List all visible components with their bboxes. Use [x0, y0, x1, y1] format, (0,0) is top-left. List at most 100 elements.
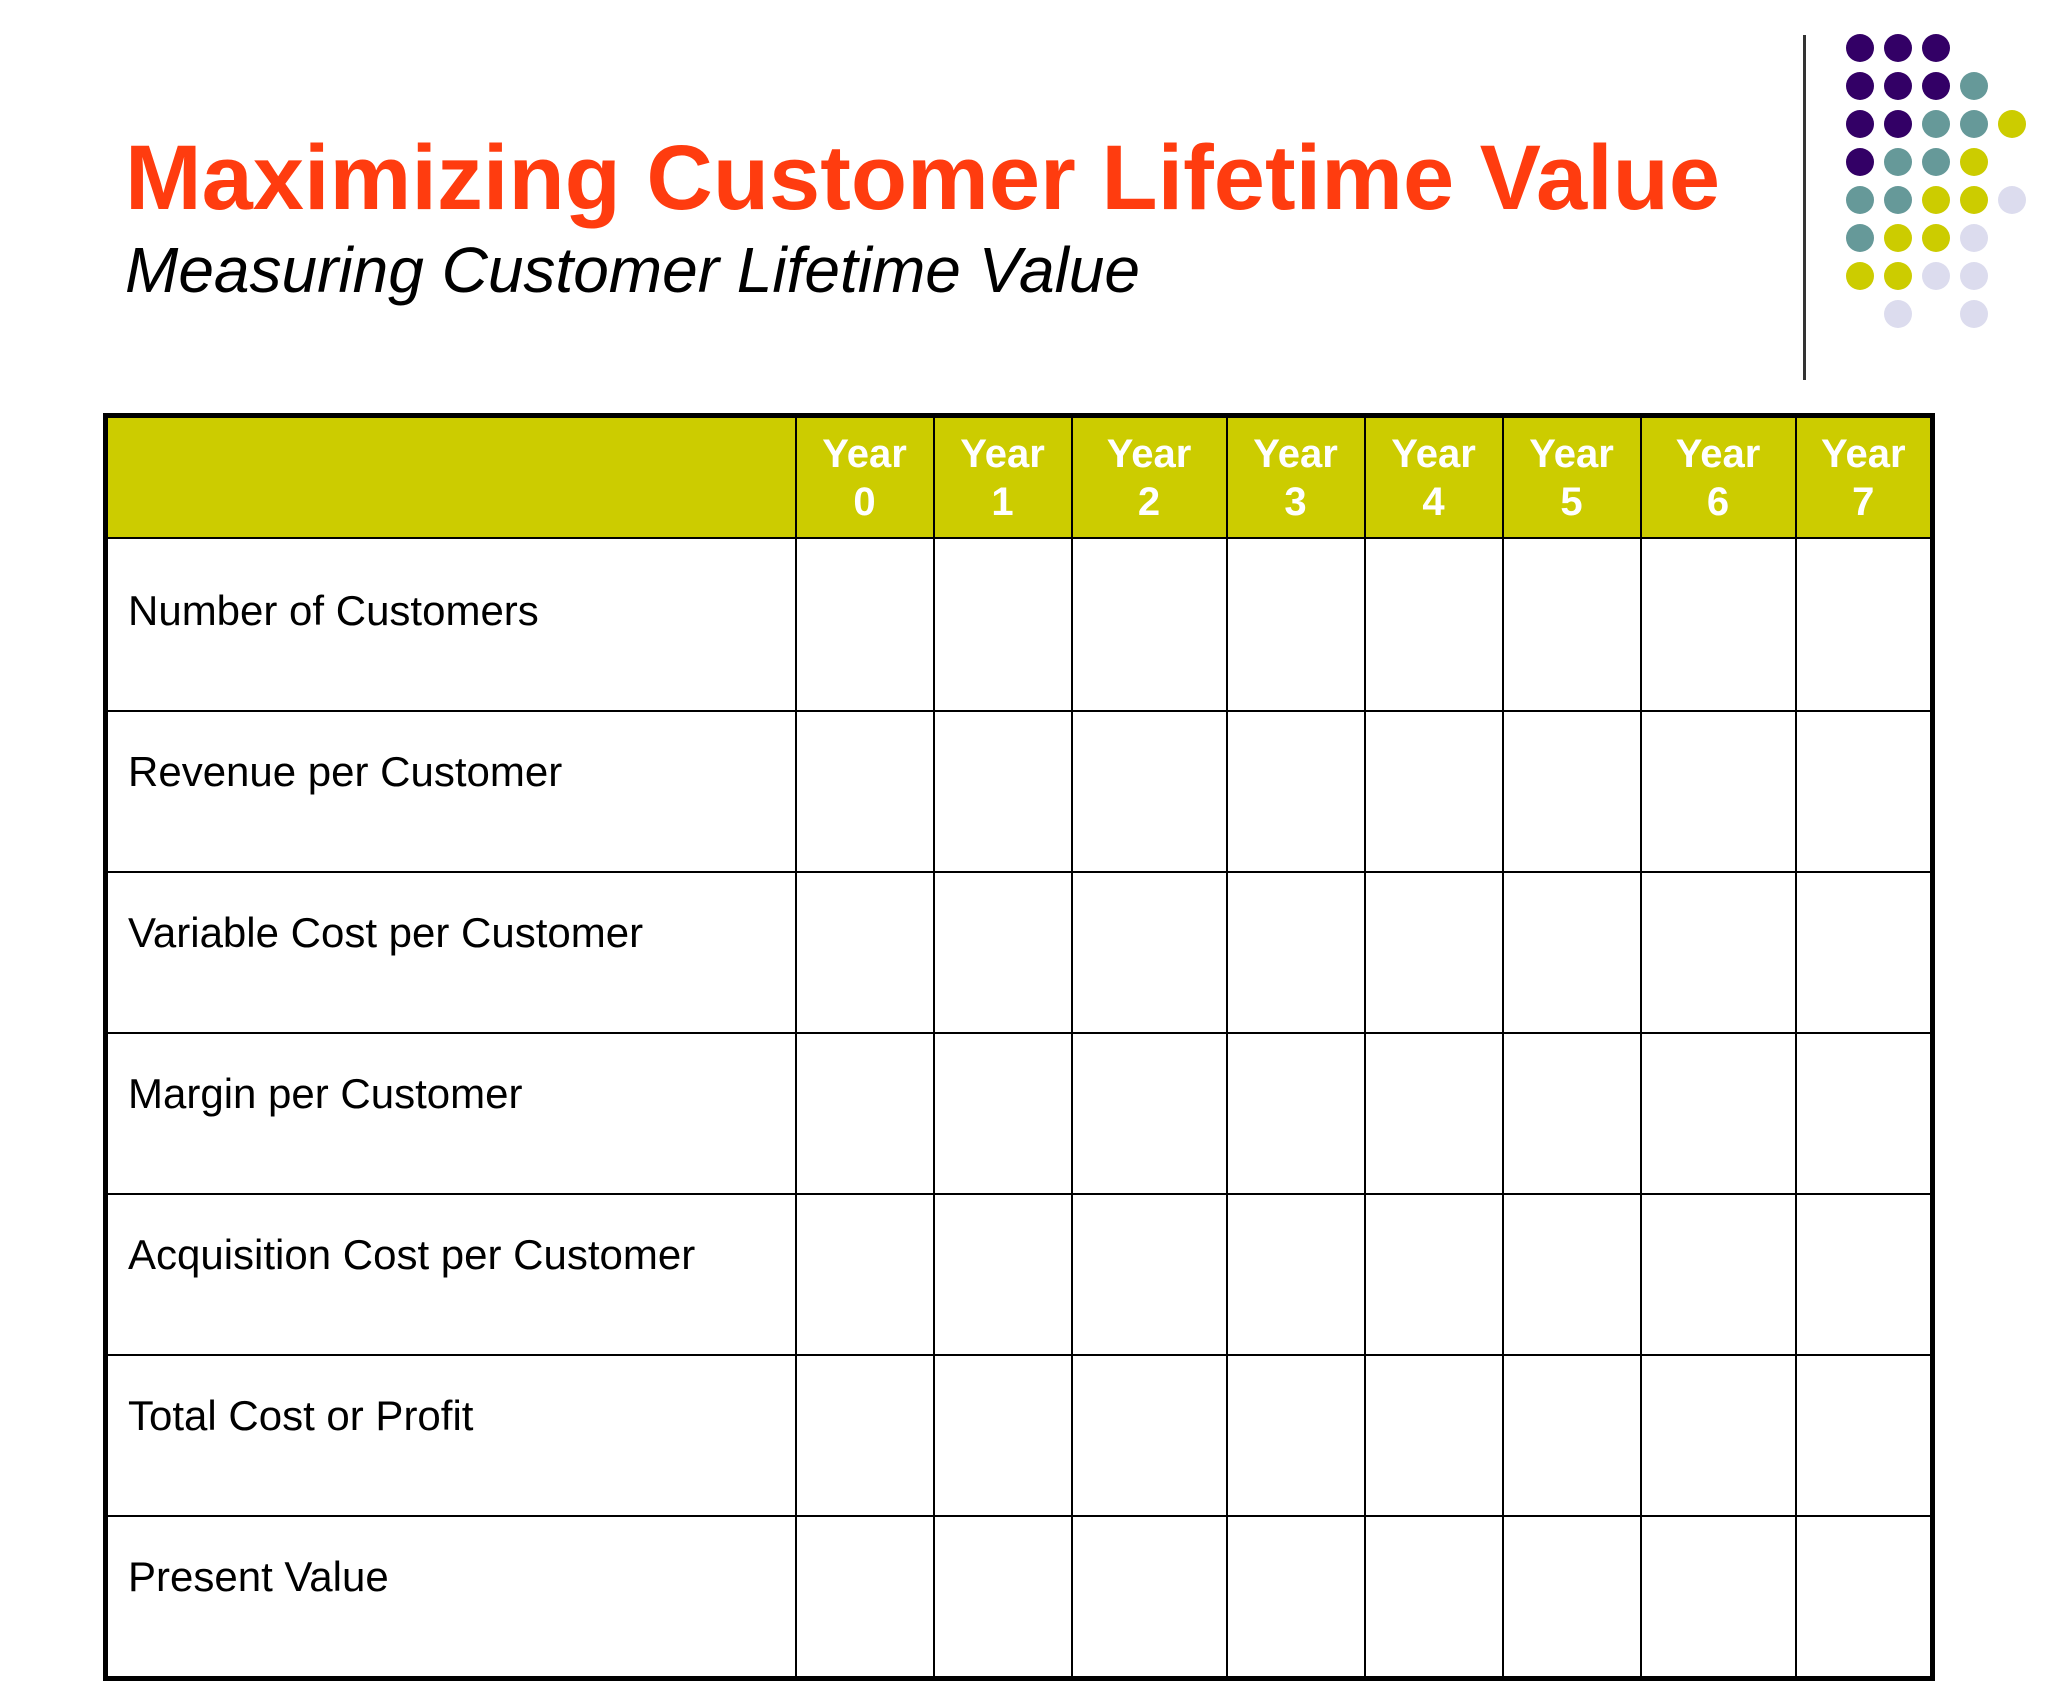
row-label: Margin per Customer: [104, 1032, 797, 1195]
row-label: Acquisition Cost per Customer: [104, 1193, 797, 1356]
column-header-label: Year: [1820, 431, 1906, 476]
column-header-year-number: 5: [1560, 479, 1583, 524]
column-header-year-4: Year 4: [1363, 414, 1504, 539]
decorative-dot: [1884, 72, 1912, 100]
empty-cell: [794, 537, 935, 712]
decorative-dot: [1922, 262, 1950, 290]
empty-cell: [1070, 1515, 1228, 1680]
empty-cell: [1794, 1032, 1934, 1195]
empty-cell: [1363, 710, 1504, 873]
empty-cell: [1639, 1515, 1797, 1680]
empty-cell: [794, 1515, 935, 1680]
empty-cell: [1639, 1032, 1797, 1195]
column-header-label: Year: [1253, 431, 1338, 476]
empty-cell: [1225, 710, 1366, 873]
slide-subtitle: Measuring Customer Lifetime Value: [125, 234, 1140, 306]
column-header-label: Year: [960, 431, 1045, 476]
empty-cell: [1639, 871, 1797, 1034]
decorative-dot: [1846, 224, 1874, 252]
empty-cell: [1794, 1354, 1934, 1517]
table-row: Margin per Customer: [104, 1032, 1934, 1195]
decorative-dot: [1846, 262, 1874, 290]
decorative-dot: [1884, 148, 1912, 176]
table-row: Present Value: [104, 1515, 1934, 1680]
decorative-dot: [1960, 110, 1988, 138]
empty-cell: [1363, 871, 1504, 1034]
empty-cell: [1070, 537, 1228, 712]
decorative-dot: [1998, 110, 2026, 138]
empty-cell: [1639, 537, 1797, 712]
empty-cell: [1363, 537, 1504, 712]
decorative-dot: [1884, 262, 1912, 290]
decorative-dot: [1922, 72, 1950, 100]
decorative-dot: [1960, 148, 1988, 176]
empty-cell: [1070, 1032, 1228, 1195]
empty-cell: [794, 1193, 935, 1356]
column-header-year-number: 1: [991, 479, 1014, 524]
column-header-year-0: Year 0: [794, 414, 935, 539]
decorative-dot: [1846, 186, 1874, 214]
empty-cell: [1501, 537, 1642, 712]
table-header-row: Year 0 Year 1 Year 2 Year 3 Year 4 Year 5 Year 6 Year 7: [104, 414, 1934, 539]
column-header-label: Year: [1675, 431, 1761, 476]
empty-cell: [1363, 1032, 1504, 1195]
table-row: Number of Customers: [104, 537, 1934, 712]
empty-cell: [1070, 1354, 1228, 1517]
table-row: Total Cost or Profit: [104, 1354, 1934, 1517]
decorative-dot: [1922, 186, 1950, 214]
empty-cell: [1501, 1515, 1642, 1680]
empty-cell: [794, 710, 935, 873]
column-header-label: Year: [1391, 431, 1476, 476]
column-header-year-6: Year 6: [1639, 414, 1797, 539]
empty-cell: [1070, 871, 1228, 1034]
empty-cell: [1639, 1193, 1797, 1356]
column-header-year-number: 4: [1422, 479, 1445, 524]
column-header-year-2: Year 2: [1070, 414, 1228, 539]
decorative-dot: [1960, 72, 1988, 100]
empty-cell: [1794, 1193, 1934, 1356]
empty-cell: [932, 537, 1073, 712]
empty-cell: [932, 1354, 1073, 1517]
empty-cell: [1639, 710, 1797, 873]
empty-cell: [1794, 1515, 1934, 1680]
decorative-dot: [1922, 34, 1950, 62]
column-header-year-7: Year 7: [1794, 414, 1934, 539]
row-label: Revenue per Customer: [104, 710, 797, 873]
decorative-dot: [1922, 148, 1950, 176]
empty-cell: [1501, 710, 1642, 873]
decorative-dot: [1884, 300, 1912, 328]
empty-cell: [1501, 1193, 1642, 1356]
decorative-dot: [1960, 186, 1988, 214]
empty-cell: [1501, 1032, 1642, 1195]
empty-cell: [932, 1515, 1073, 1680]
empty-cell: [1363, 1193, 1504, 1356]
empty-cell: [794, 1354, 935, 1517]
column-header-label: Year: [822, 431, 907, 476]
decorative-dot: [1846, 72, 1874, 100]
empty-cell: [1225, 1032, 1366, 1195]
empty-cell: [1639, 1354, 1797, 1517]
empty-cell: [794, 871, 935, 1034]
row-label: Total Cost or Profit: [104, 1354, 797, 1517]
empty-cell: [794, 1032, 935, 1195]
empty-cell: [1225, 1515, 1366, 1680]
row-label: Variable Cost per Customer: [104, 871, 797, 1034]
empty-cell: [1225, 1354, 1366, 1517]
empty-cell: [1070, 710, 1228, 873]
decorative-dot: [1998, 186, 2026, 214]
empty-cell: [1225, 537, 1366, 712]
row-label: Number of Customers: [104, 537, 797, 712]
decorative-dot: [1846, 148, 1874, 176]
decorative-dot: [1884, 110, 1912, 138]
decorative-dot: [1922, 110, 1950, 138]
decorative-dot: [1884, 34, 1912, 62]
table-row: Variable Cost per Customer: [104, 871, 1934, 1034]
column-header-year-number: 0: [853, 479, 876, 524]
column-header-label: Year: [1529, 431, 1614, 476]
slide-title: Maximizing Customer Lifetime Value: [125, 127, 1721, 229]
decorative-dot: [1846, 110, 1874, 138]
column-header-year-3: Year 3: [1225, 414, 1366, 539]
row-label: Present Value: [104, 1515, 797, 1680]
empty-cell: [1794, 871, 1934, 1034]
empty-cell: [1225, 871, 1366, 1034]
